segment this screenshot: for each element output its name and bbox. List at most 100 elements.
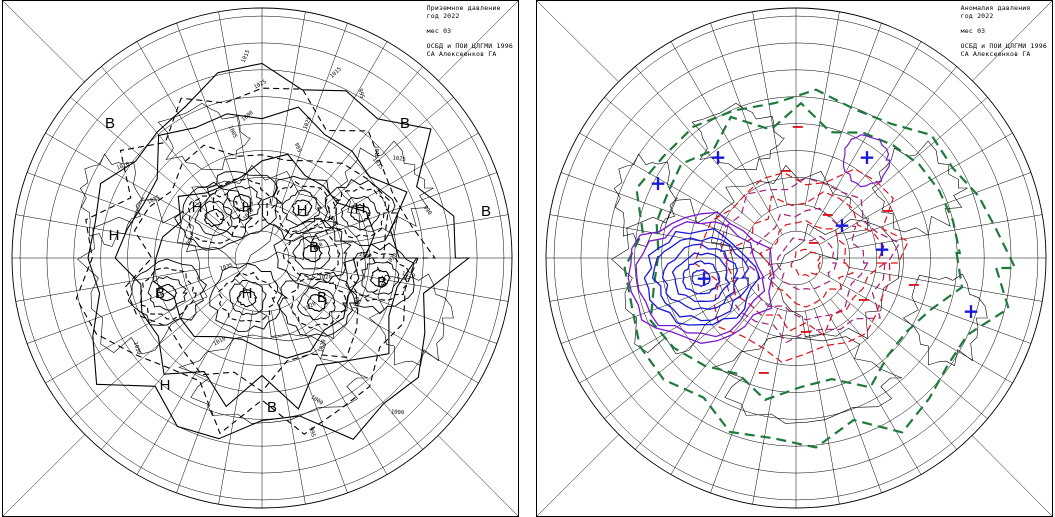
meridian-line	[830, 66, 957, 217]
isobar-label: 995	[293, 142, 302, 153]
latitude-circle	[234, 230, 290, 286]
meridian-line	[635, 66, 762, 217]
anomaly-map: ++ +++++−−− −−−−−−	[536, 0, 1053, 517]
isobar	[302, 243, 324, 263]
meridian-line	[670, 281, 783, 475]
isobar-label: 1025	[303, 116, 314, 131]
coastline	[611, 198, 742, 355]
coastline	[902, 273, 988, 367]
pressure-center-label: В	[309, 239, 319, 256]
negative-anomaly-sign: −	[799, 322, 812, 341]
meridian-line	[285, 132, 479, 245]
title-line: ОСБД и ПОИ ЦЛГМИ 1996	[426, 42, 513, 50]
meridian-line	[604, 97, 755, 224]
meridian-line	[710, 22, 778, 208]
isobar-label: 1005	[227, 125, 238, 140]
coastlines	[77, 102, 454, 424]
isobar	[217, 271, 278, 323]
coastline	[337, 140, 434, 236]
meridian-line	[26, 276, 212, 344]
isobar-label: 1025	[253, 79, 267, 91]
meridian-line	[819, 271, 1013, 384]
meridian-line	[45, 132, 239, 245]
pressure-center-label: Н	[355, 200, 366, 217]
isobar	[75, 87, 436, 435]
pressure-center-label: Н	[192, 199, 203, 216]
pressure-center-label: В	[155, 285, 165, 302]
pressure-map: 1025102010101015100010059959901035103010…	[2, 0, 519, 517]
coastline	[871, 140, 968, 236]
isobar-label: 990	[313, 242, 324, 253]
pressure-center-label: В	[317, 289, 327, 306]
isobar	[87, 62, 471, 440]
isobar	[282, 226, 341, 281]
isobar-label: 1010	[213, 336, 228, 348]
isobar	[147, 275, 188, 311]
isobar	[291, 199, 313, 217]
negative-anomaly-sign: −	[907, 275, 920, 294]
meridian-line	[579, 271, 773, 384]
isobar	[323, 178, 399, 247]
isobar	[349, 203, 371, 222]
meridian-line	[176, 308, 244, 494]
isobar	[276, 271, 359, 337]
isobars	[75, 62, 471, 440]
isobar	[281, 189, 323, 226]
coastline	[712, 334, 903, 424]
grid-extension	[2, 434, 86, 517]
coastline	[233, 218, 367, 340]
isobar	[349, 251, 410, 302]
title-line: год 2022	[426, 12, 460, 20]
negative-contour	[725, 191, 887, 337]
meridian-line	[814, 22, 882, 208]
coastline	[181, 164, 335, 265]
negative-contour	[693, 168, 909, 363]
isobar-label: 1020	[318, 274, 332, 281]
meridian-line	[176, 22, 244, 208]
meridian-line	[312, 172, 498, 240]
positive-contour	[842, 134, 891, 188]
negative-contour	[776, 235, 838, 291]
pressure-center-label: Н	[160, 377, 171, 394]
meridian-line	[635, 299, 762, 450]
positive-contour	[671, 252, 731, 303]
positive-anomaly-sign: +	[650, 171, 667, 195]
anomaly-signs: ++ +++++−−− −−−−−−	[650, 117, 980, 382]
isobar-label: 995	[356, 88, 364, 99]
pressure-center-label: В	[400, 115, 410, 132]
meridian-line	[275, 281, 388, 475]
pressure-center-label: Н	[242, 199, 253, 216]
isobar-label: 1020	[303, 301, 317, 313]
pressure-center-label: Н	[109, 227, 120, 244]
isobar	[292, 235, 331, 270]
isobar-label: 990	[422, 205, 433, 217]
isobar	[229, 280, 267, 316]
pressure-center-label: В	[377, 274, 387, 291]
positive-anomaly-sign: +	[710, 145, 727, 169]
grid-extension	[972, 0, 1053, 82]
positive-anomaly-sign: +	[874, 237, 891, 261]
meridian-line	[837, 292, 988, 419]
meridian-line	[549, 214, 744, 249]
isobar	[270, 181, 331, 234]
isobar-label: 1030	[132, 341, 142, 355]
title-line: мес 03	[960, 27, 986, 35]
positive-contour	[691, 269, 711, 288]
meridian-line	[670, 41, 783, 235]
map-title: Приземное давление год 2022 мес 03 ОСБД …	[427, 4, 513, 58]
negative-anomaly-sign: −	[791, 117, 804, 136]
isobar	[209, 262, 289, 333]
negative-contour	[720, 177, 901, 344]
title-line: Аномалия давления	[960, 4, 1031, 12]
meridian-line	[280, 308, 348, 494]
isobar	[236, 289, 258, 308]
isobar	[187, 192, 242, 244]
meridian-line	[819, 132, 1013, 245]
isobar-label: 1015	[241, 49, 252, 64]
isobar	[297, 286, 336, 321]
pressure-center-label: В	[481, 203, 491, 220]
title-line: ОСБД и ПОИ ЦЛГМИ 1996	[960, 42, 1047, 50]
isobar	[204, 170, 283, 238]
pressure-center-label: В	[267, 399, 277, 416]
positive-anomaly-sign: +	[696, 266, 713, 290]
